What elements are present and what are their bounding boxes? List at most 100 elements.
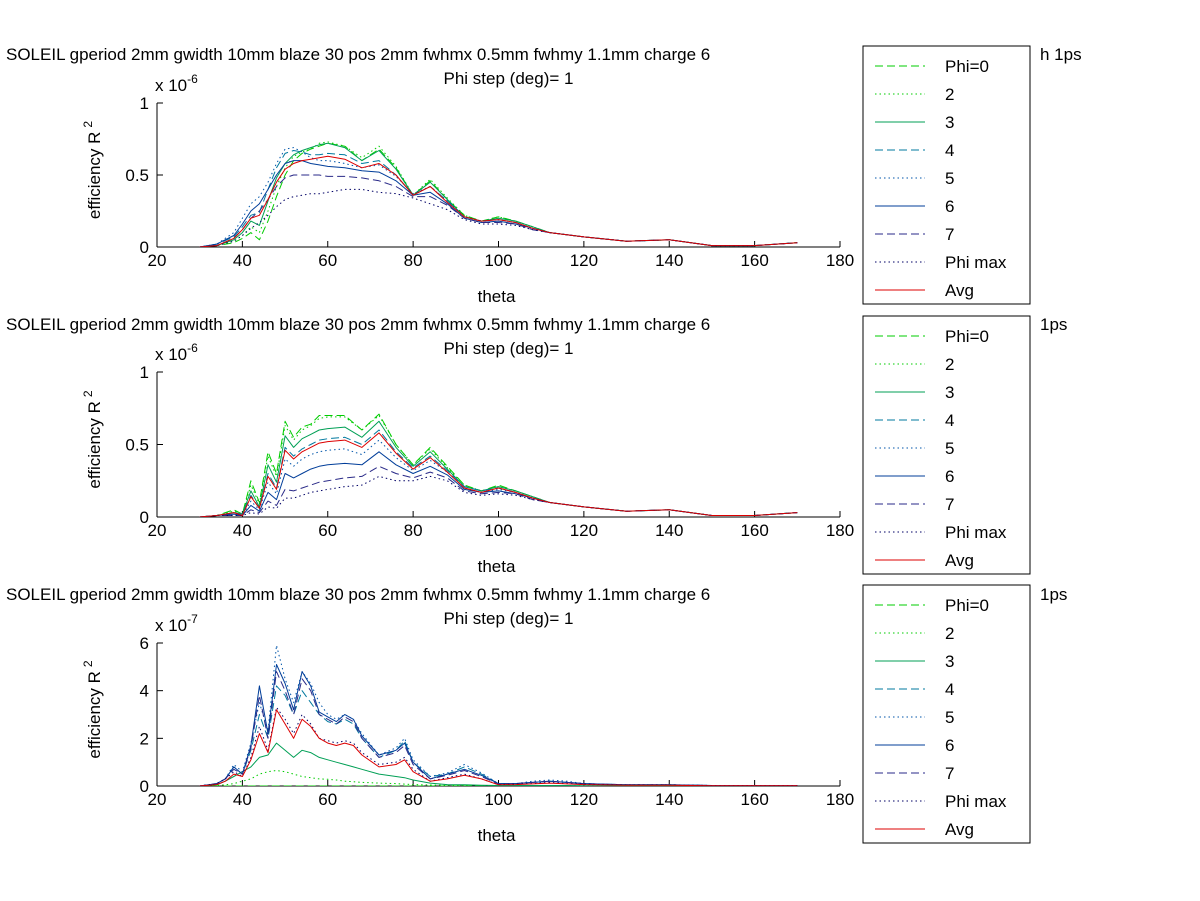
y-axis-label: efficiency R 2 [81,390,104,489]
y-axis-label: efficiency R 2 [81,121,104,220]
x-tick-label: 160 [740,521,768,540]
x-axis-label: theta [478,557,516,576]
series-line-avg [199,432,798,517]
x-tick-label: 20 [148,790,167,809]
legend-entry: 2 [945,85,954,104]
series-line-6 [199,664,798,786]
legend-entry: 3 [945,652,954,671]
y-exponent-power: -6 [187,341,198,355]
y-tick-label: 1 [140,363,149,382]
x-tick-label: 40 [233,790,252,809]
series-line-4 [199,150,798,247]
y-exponent-power: -7 [187,612,198,626]
series-line-4 [199,685,798,786]
legend-entry: Avg [945,820,974,839]
chart-panel-3: SOLEIL gperiod 2mm gwidth 10mm blaze 30 … [6,584,1067,845]
series-line-3 [199,742,798,786]
y-axis-label-sup: 2 [81,390,95,397]
legend-entry: Phi=0 [945,327,989,346]
x-tick-label: 180 [826,251,854,270]
chart-panel-1: SOLEIL gperiod 2mm gwidth 10mm blaze 30 … [6,45,1082,306]
legend-entry: 6 [945,197,954,216]
legend-entry: Phi max [945,792,1007,811]
y-exponent-base: x 10 [155,345,187,364]
series-line-phi-0 [199,413,798,517]
x-axis-label: theta [478,826,516,845]
legend-entry: 5 [945,439,954,458]
y-tick-label: 0.5 [125,436,149,455]
x-tick-label: 120 [570,521,598,540]
y-exponent-power: -6 [187,72,198,86]
legend-entry: 7 [945,764,954,783]
y-exponent-label: x 10-7 [155,612,198,635]
legend: Phi=0 2 3 4 5 6 7 Phi max Avg [862,315,1031,575]
x-tick-label: 80 [404,790,423,809]
legend: Phi=0 2 3 4 5 6 7 Phi max Avg [862,45,1031,305]
y-exponent-label: x 10-6 [155,341,198,364]
legend-entry: 2 [945,355,954,374]
x-tick-label: 80 [404,521,423,540]
series-lines [199,644,798,786]
chart-panel-2: SOLEIL gperiod 2mm gwidth 10mm blaze 30 … [6,315,1067,576]
legend-entry: 7 [945,225,954,244]
y-exponent-label: x 10-6 [155,72,198,95]
legend-entry: 4 [945,141,954,160]
chart-subtitle: Phi step (deg)= 1 [444,339,574,358]
x-tick-label: 60 [318,251,337,270]
series-line-phi-max [199,706,798,786]
chart-title-tail: h 1ps [1040,45,1082,64]
chart-subtitle: Phi step (deg)= 1 [444,609,574,628]
series-line-avg [199,709,798,786]
series-line-6 [199,451,798,517]
y-exponent-base: x 10 [155,76,187,95]
series-line-7 [199,174,798,247]
x-tick-label: 120 [570,251,598,270]
x-tick-label: 40 [233,521,252,540]
legend-entry: Phi=0 [945,596,989,615]
legend-entry: 6 [945,736,954,755]
x-tick-label: 180 [826,521,854,540]
series-line-5 [199,439,798,517]
series-line-6 [199,160,798,247]
y-axis-label-text: efficiency R [85,671,104,759]
chart-subtitle: Phi step (deg)= 1 [444,69,574,88]
y-tick-label: 0.5 [125,166,149,185]
series-line-phi-max [199,475,798,517]
series-line-7 [199,671,798,786]
series-line-phi-0 [199,142,798,247]
legend-entry: Avg [945,281,974,300]
legend-box [862,584,1031,844]
legend-entry: Avg [945,551,974,570]
x-tick-label: 140 [655,790,683,809]
legend-entry: 2 [945,624,954,643]
y-tick-label: 6 [140,634,149,653]
legend-entry: 4 [945,411,954,430]
x-tick-label: 60 [318,790,337,809]
x-tick-label: 20 [148,251,167,270]
legend-entry: Phi max [945,523,1007,542]
legend-entry: 3 [945,383,954,402]
legend-entry: Phi=0 [945,57,989,76]
legend-entry: 7 [945,495,954,514]
series-lines [199,141,798,247]
series-line-7 [199,465,798,517]
y-axis-label-text: efficiency R [85,132,104,220]
y-tick-label: 4 [140,682,149,701]
y-tick-label: 0 [140,238,149,257]
x-tick-label: 20 [148,521,167,540]
legend-entry: Phi max [945,253,1007,272]
legend-box [862,45,1031,305]
series-line-4 [199,429,798,517]
x-tick-label: 40 [233,251,252,270]
y-axis-label-sup: 2 [81,121,95,128]
x-tick-label: 160 [740,251,768,270]
y-axis-label-sup: 2 [81,660,95,667]
x-tick-label: 100 [484,521,512,540]
x-tick-label: 80 [404,251,423,270]
legend-entry: 3 [945,113,954,132]
y-tick-label: 1 [140,94,149,113]
x-tick-label: 180 [826,790,854,809]
chart-title: SOLEIL gperiod 2mm gwidth 10mm blaze 30 … [6,585,710,604]
series-line-2 [199,141,798,247]
